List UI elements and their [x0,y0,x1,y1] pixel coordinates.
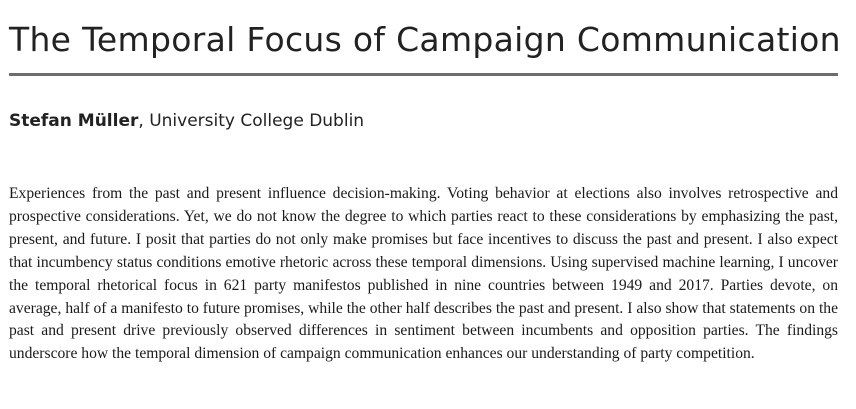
author-name: Stefan Müller [9,111,139,131]
author-separator: , [138,111,144,131]
author-affiliation: University College Dublin [149,111,365,131]
paper-title: The Temporal Focus of Campaign Communica… [9,20,841,59]
paper-page: The Temporal Focus of Campaign Communica… [9,0,841,409]
title-divider [9,73,838,76]
abstract-text: Experiences from the past and present in… [9,185,838,363]
author-line: Stefan Müller, University College Dublin [9,108,364,134]
